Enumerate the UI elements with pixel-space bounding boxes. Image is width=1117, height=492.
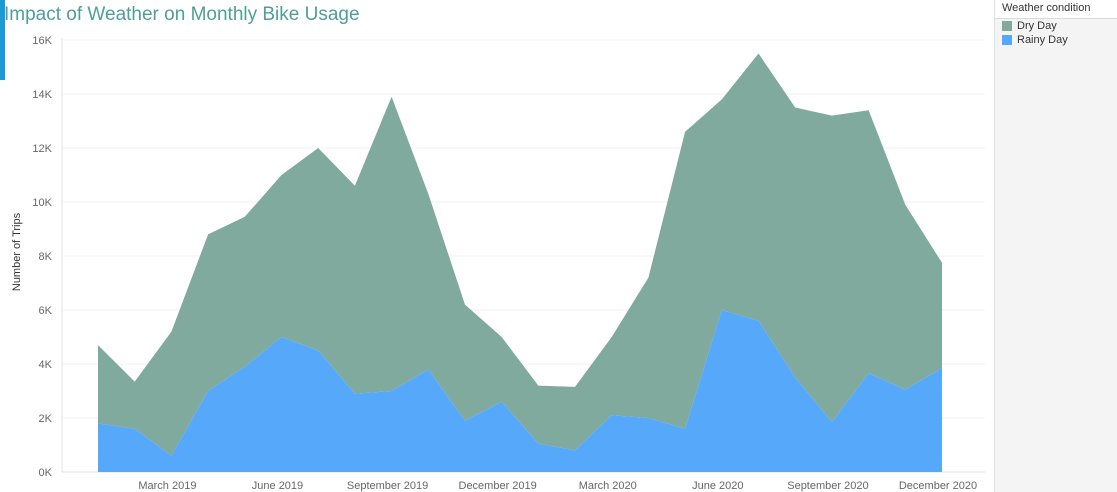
chart-canvas: 0K 2K 4K 6K 8K 10K 12K 14K 16K Number of Trips Mar… (11, 35, 985, 492)
y-tick-label: 16K (32, 35, 52, 47)
legend-label-dry-day: Dry Day (1017, 20, 1057, 32)
y-tick-label: 6K (39, 305, 53, 317)
y-tick-label: 12K (32, 143, 52, 155)
title-accent-bar (0, 0, 5, 80)
y-tick-label: 10K (32, 197, 52, 209)
legend-swatch-rainy-day (1002, 35, 1012, 45)
legend-label-rainy-day: Rainy Day (1017, 34, 1068, 46)
x-tick-label: March 2019 (138, 480, 196, 492)
legend-title: Weather condition (995, 0, 1117, 19)
y-tick-label: 2K (39, 413, 53, 425)
legend-item-rainy-day[interactable]: Rainy Day (995, 33, 1117, 47)
legend-panel: Weather condition Dry Day Rainy Day (994, 0, 1117, 492)
area-dry-day (98, 53, 942, 456)
x-tick-label: September 2020 (787, 480, 868, 492)
x-tick-label: December 2020 (899, 480, 977, 492)
area-rainy-day (98, 310, 942, 472)
y-tick-label: 8K (39, 251, 53, 263)
chart-title: Impact of Weather on Monthly Bike Usage (4, 4, 360, 25)
x-tick-label: September 2019 (347, 480, 428, 492)
x-tick-label: June 2020 (692, 480, 743, 492)
y-axis-title: Number of Trips (11, 212, 23, 291)
x-tick-label: December 2019 (459, 480, 537, 492)
legend-swatch-dry-day (1002, 21, 1012, 31)
y-tick-label: 4K (39, 359, 53, 371)
x-tick-label: March 2020 (579, 480, 637, 492)
y-tick-label: 14K (32, 89, 52, 101)
y-tick-label: 0K (39, 467, 53, 479)
x-tick-label: June 2019 (252, 480, 303, 492)
legend-item-dry-day[interactable]: Dry Day (995, 19, 1117, 33)
